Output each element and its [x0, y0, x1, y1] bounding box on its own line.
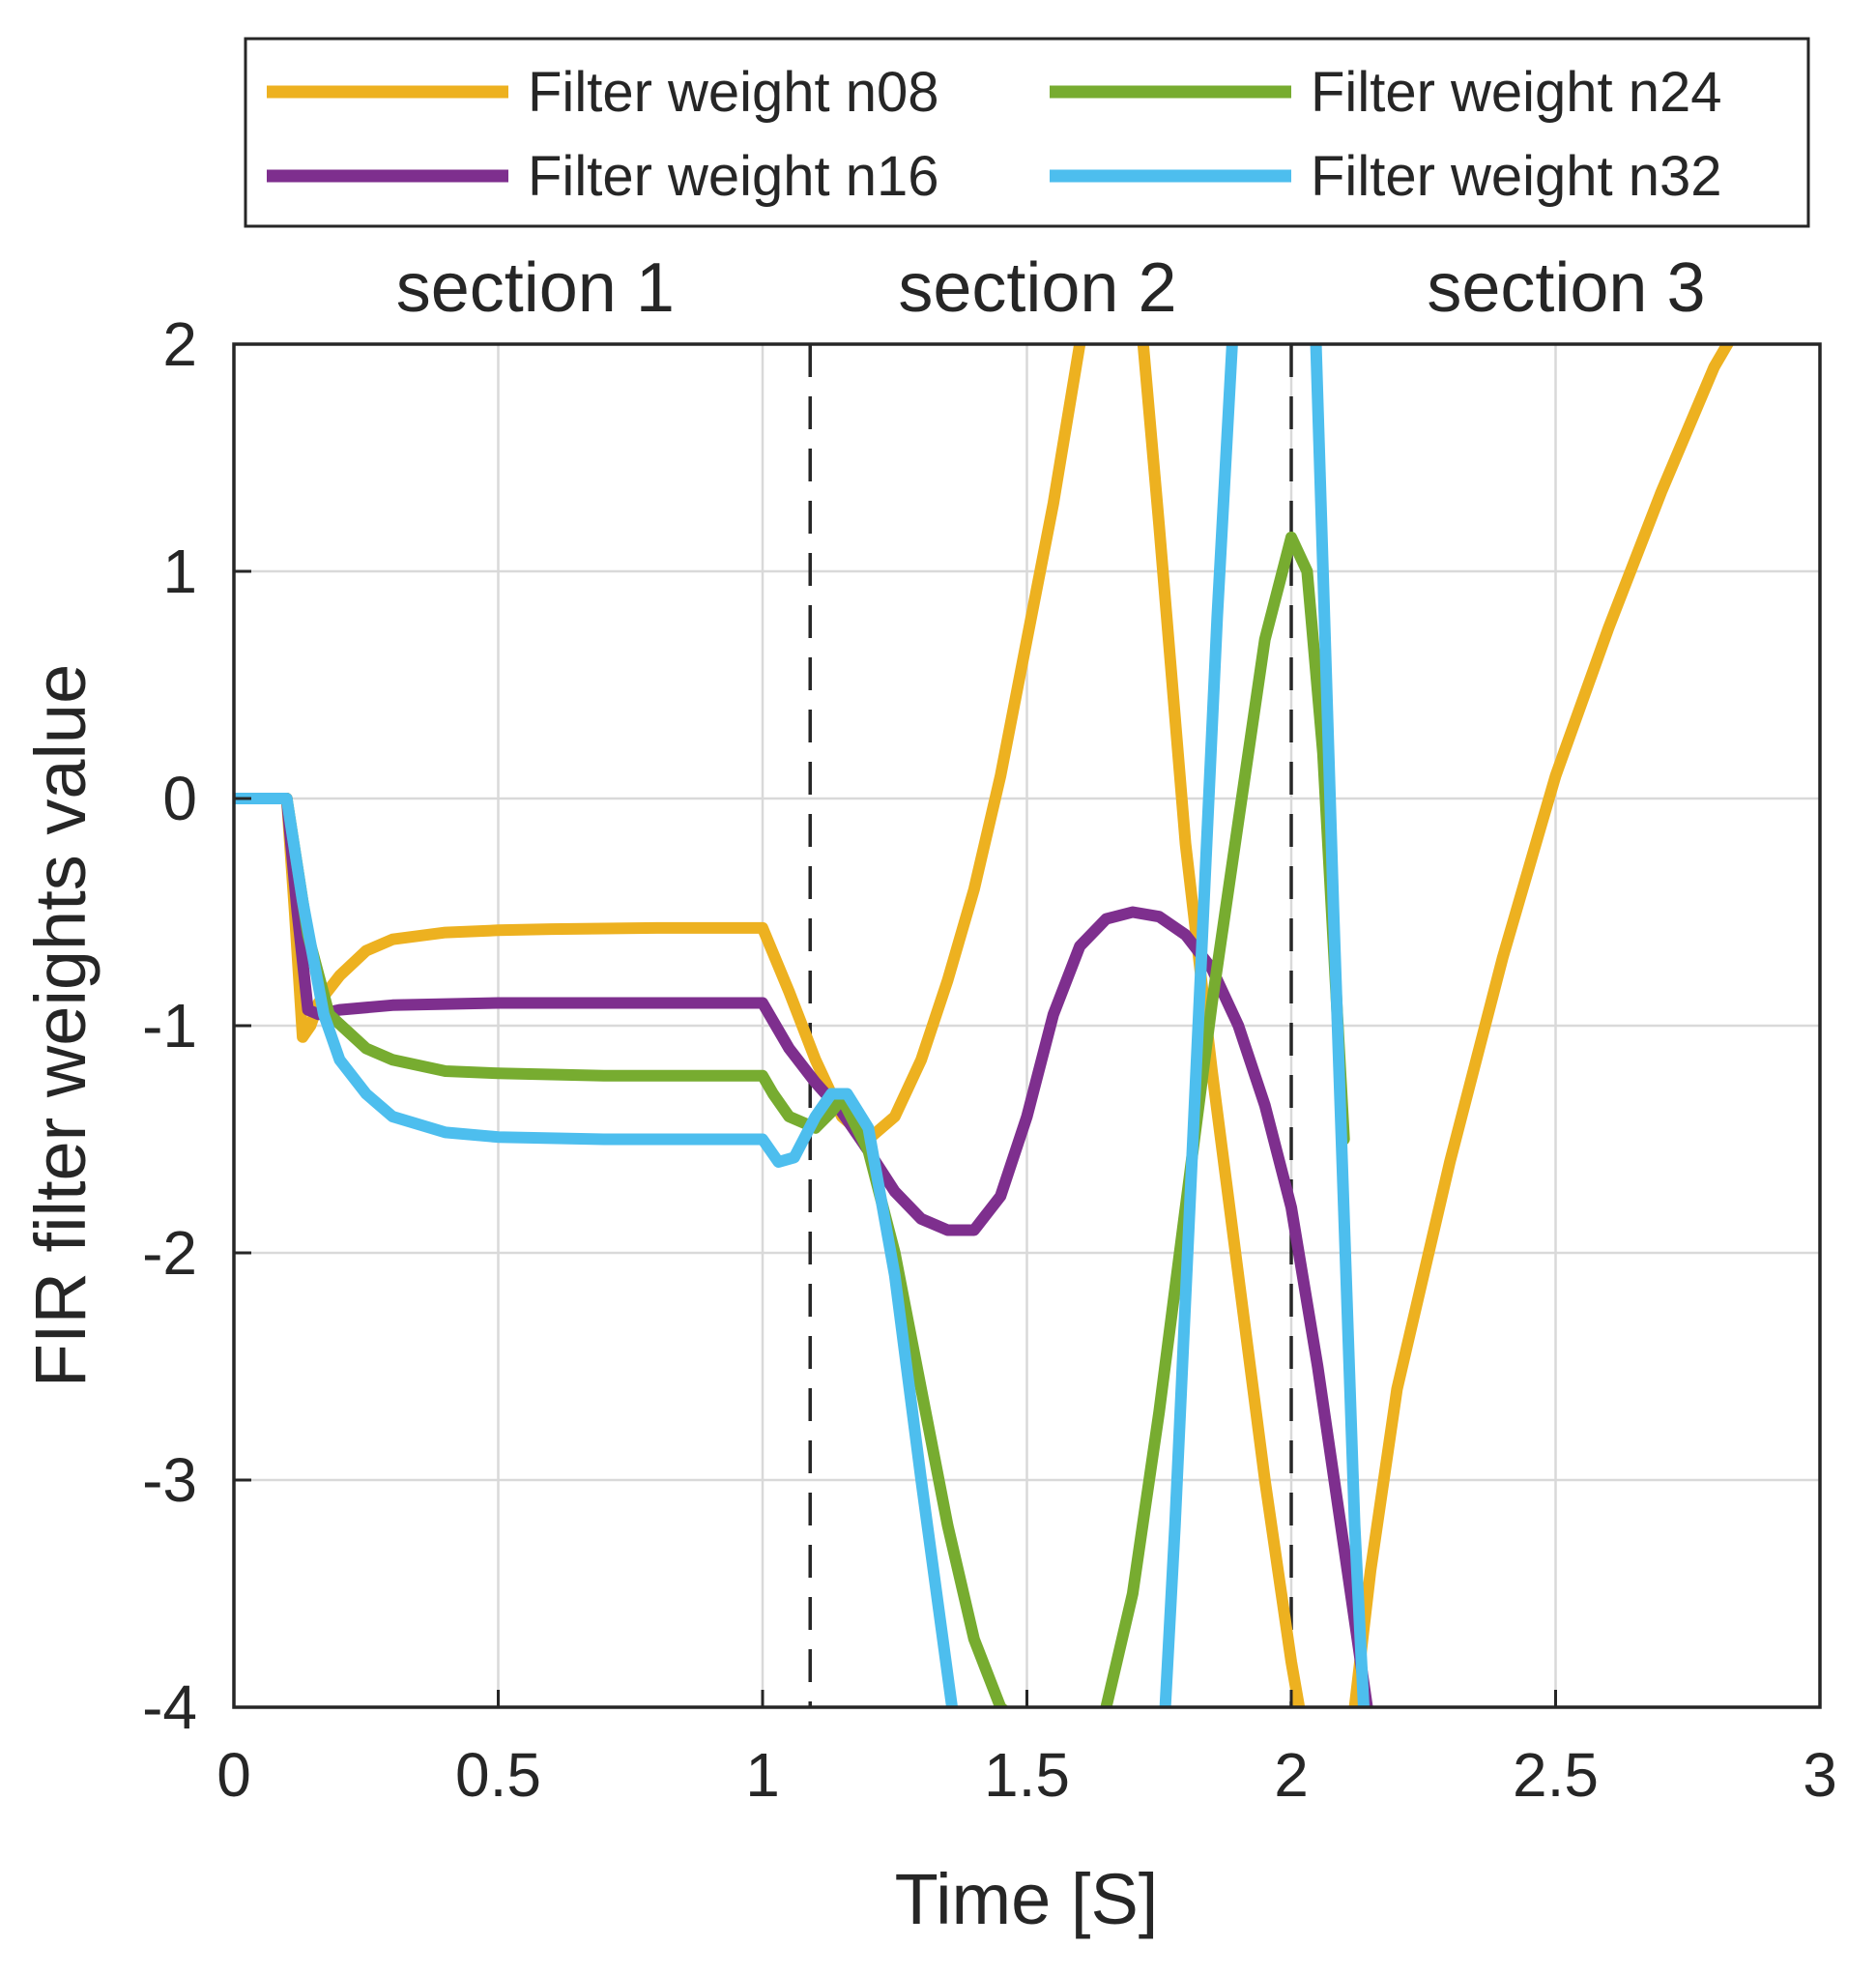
series-line-2 [234, 793, 1373, 1707]
series-line-1 [234, 344, 1735, 1707]
y-tick-label: -3 [142, 1445, 197, 1515]
legend-label-1: Filter weight n08 [528, 61, 939, 124]
legend-box [244, 37, 1810, 228]
legend-label-2: Filter weight n16 [528, 145, 939, 208]
section-label-3: section 3 [1427, 249, 1705, 327]
section-boundaries [808, 344, 1293, 1707]
y-tick-label: -4 [142, 1672, 197, 1742]
ticks: 0 0.5 1 1.5 2 2.5 3 2 1 0 -1 -2 -3 -4 [142, 309, 1837, 1810]
y-tick-label: -1 [142, 991, 197, 1060]
x-tick-label: 3 [1803, 1740, 1837, 1810]
x-axis-label: Time [S] [895, 1859, 1159, 1939]
y-axis-label: FIR filter weights value [20, 664, 101, 1388]
y-tick-label: -2 [142, 1218, 197, 1288]
legend: Filter weight n08 Filter weight n24 Filter… [244, 37, 1810, 228]
section-label-1: section 1 [396, 249, 675, 327]
series-line-4 [234, 344, 1370, 1707]
x-tick-label: 0 [216, 1740, 251, 1810]
x-tick-label: 1 [745, 1740, 780, 1810]
series-layer [234, 344, 1735, 1707]
y-tick-label: 1 [162, 537, 197, 606]
legend-label-4: Filter weight n32 [1311, 145, 1722, 208]
y-tick-label: 2 [162, 309, 197, 379]
y-tick-label: 0 [162, 764, 197, 833]
x-tick-label: 2 [1274, 1740, 1309, 1810]
series-line-3 [234, 531, 1350, 1707]
x-tick-label: 0.5 [455, 1740, 541, 1810]
section-label-2: section 2 [898, 249, 1176, 327]
section-labels: section 1 section 2 section 3 [396, 249, 1706, 327]
legend-label-3: Filter weight n24 [1311, 61, 1722, 124]
x-tick-label: 1.5 [984, 1740, 1070, 1810]
x-tick-label: 2.5 [1513, 1740, 1599, 1810]
